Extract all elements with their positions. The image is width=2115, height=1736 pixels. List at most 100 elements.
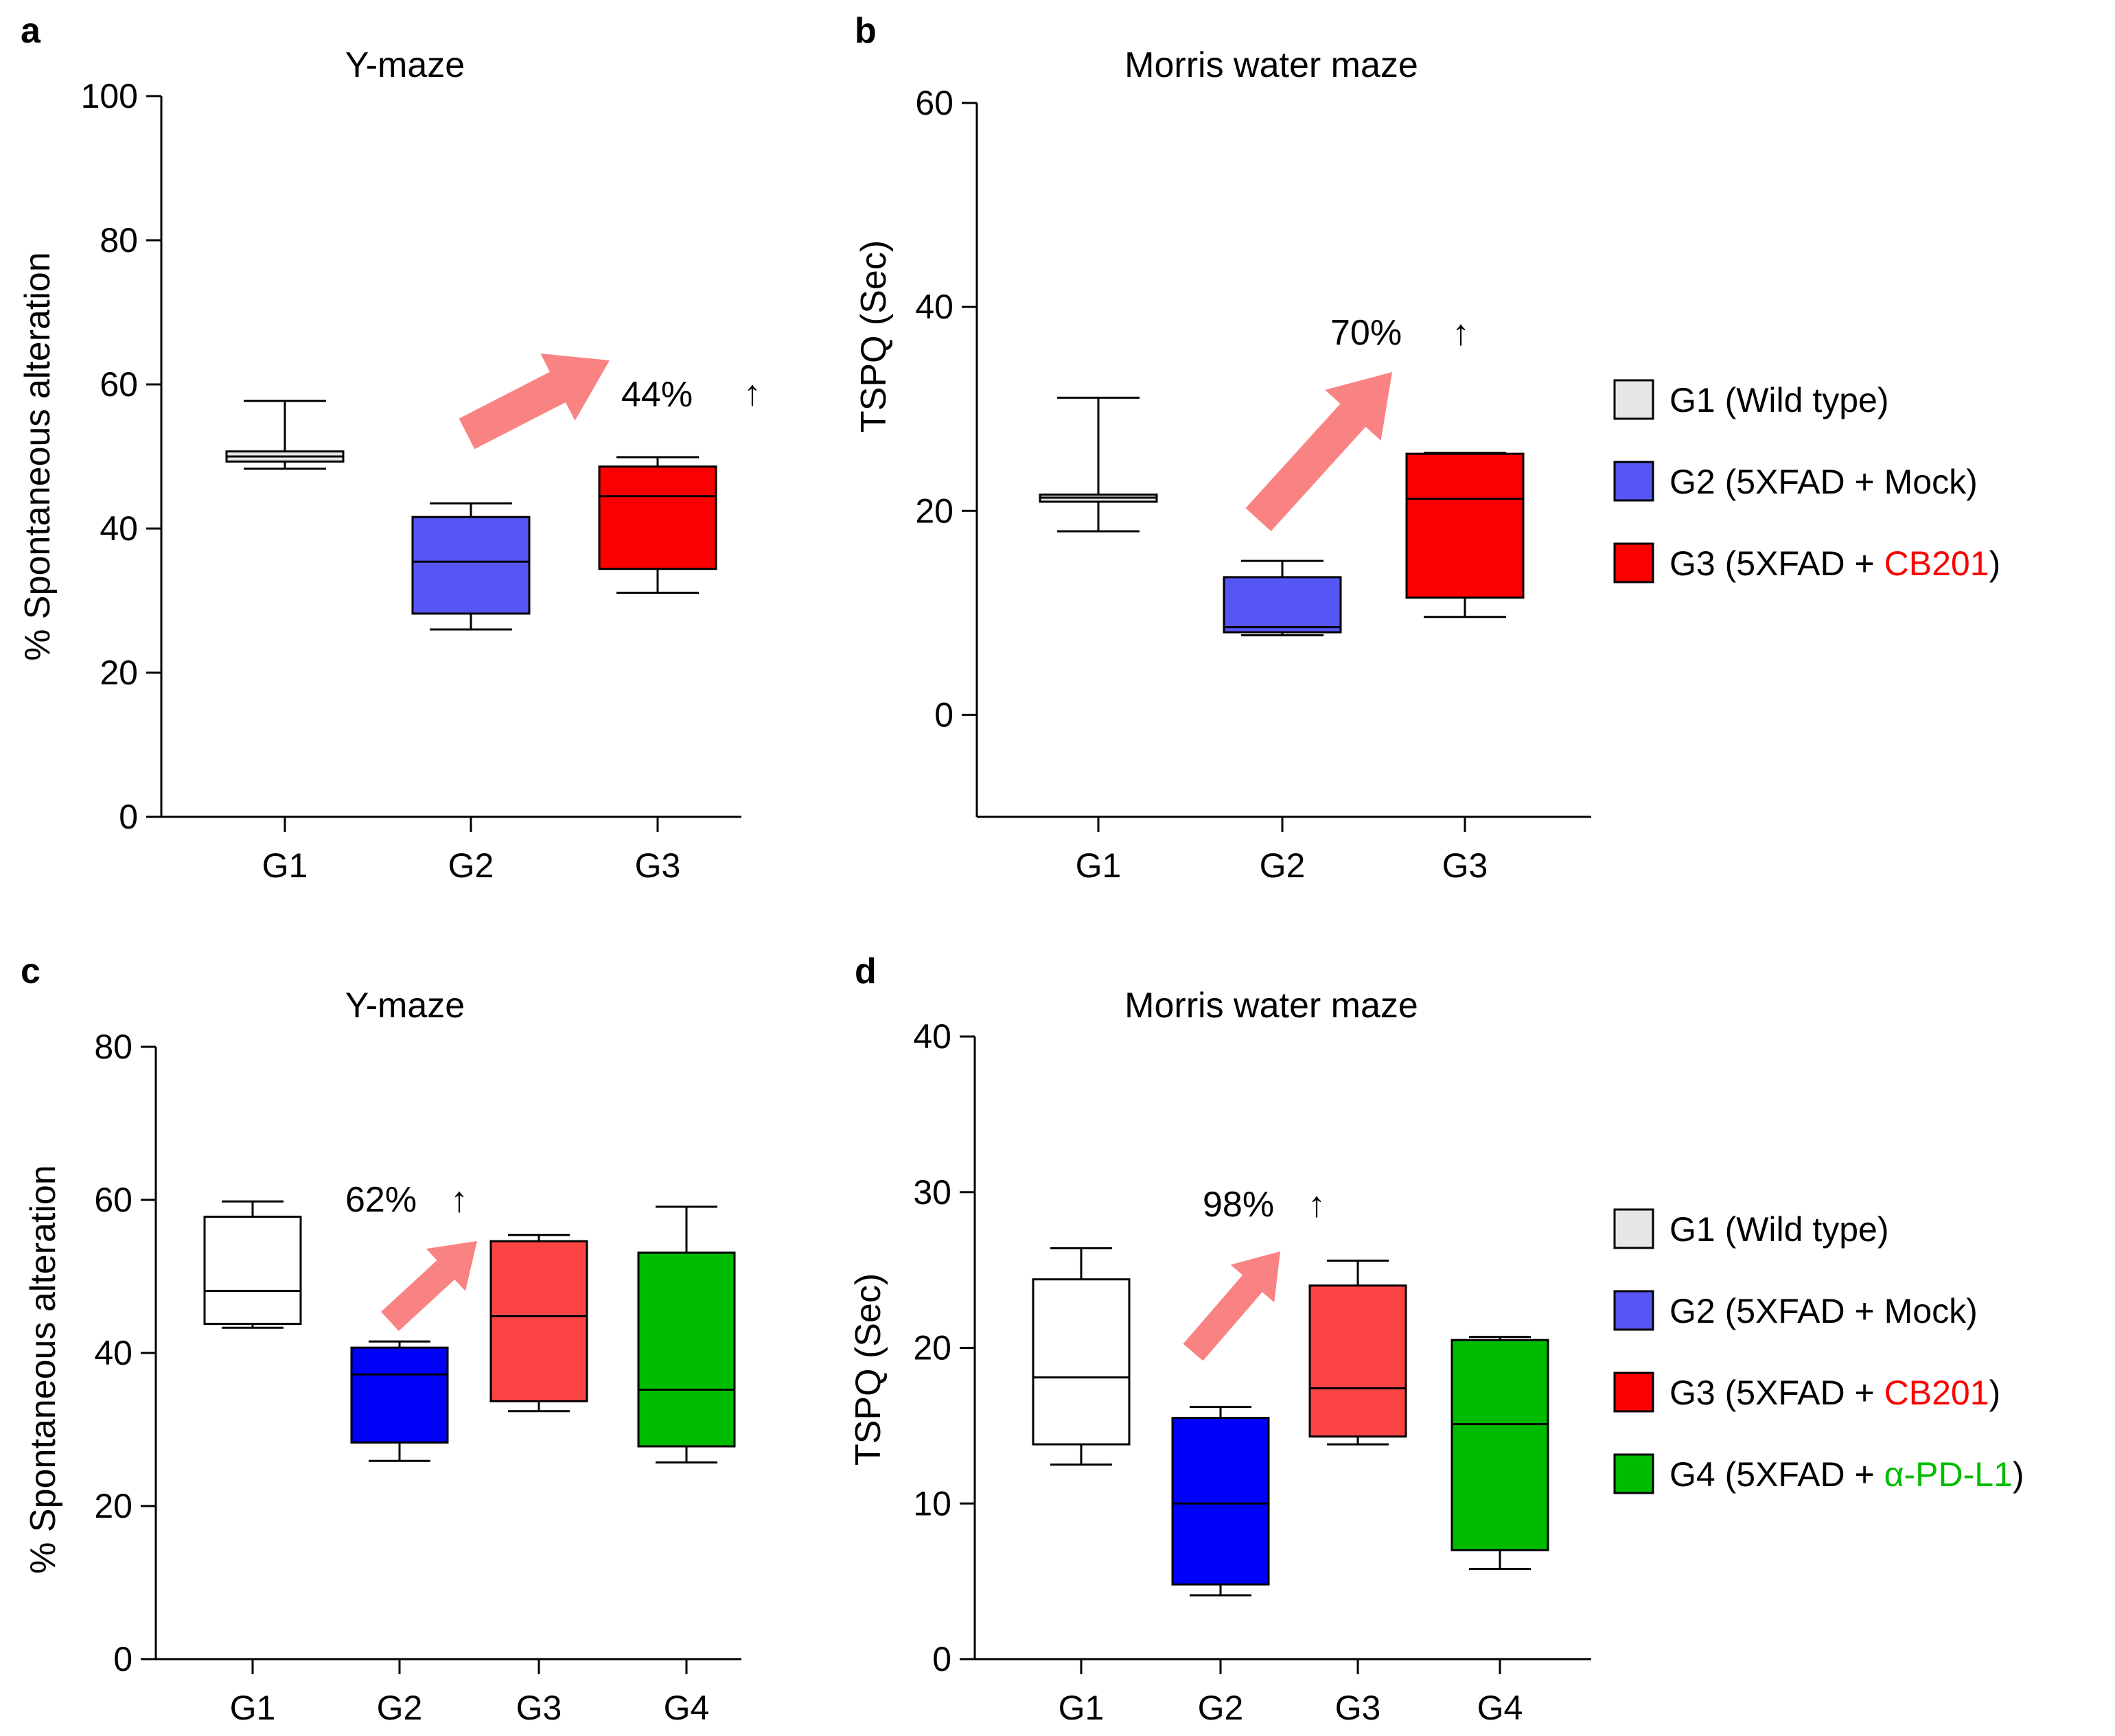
panel-c: c Y-maze % Spontaneous alteration 0 20 40 60 80…: [21, 951, 741, 1727]
legend-swatch: [1613, 379, 1654, 420]
panels: a Y-maze % Spontaneous alteration 0 20 40 60 80…: [18, 11, 1591, 1727]
legend-swatch: [1613, 461, 1654, 502]
legend-label-text: G1 (Wild type): [1669, 381, 1889, 419]
legend-label-highlight: CB201: [1884, 1374, 1989, 1412]
y-tick-label: 0: [932, 1640, 951, 1678]
legend-label-suffix: ): [1989, 1374, 2001, 1412]
panel-letter: b: [855, 11, 877, 51]
trend-arrow-icon: [459, 354, 610, 450]
box-G2: [350, 1340, 449, 1462]
legend-label: G1 (Wild type): [1669, 1210, 1889, 1249]
panel-letter: c: [21, 951, 41, 991]
x-tick-label: G3: [1335, 1689, 1381, 1727]
box-body: [489, 1240, 588, 1402]
box-G1: [203, 1200, 302, 1329]
box-G4: [637, 1205, 736, 1463]
box-G3: [1308, 1260, 1407, 1446]
box-body: [1171, 1417, 1270, 1586]
x-tick-label: G4: [664, 1689, 710, 1727]
legend-label-text: G2 (5XFAD + Mock): [1669, 463, 1978, 501]
chart-title: Morris water maze: [1124, 45, 1418, 85]
box-body: [1223, 576, 1342, 634]
x-tick-label: G2: [448, 846, 494, 885]
chart-title: Y-maze: [345, 45, 465, 85]
legend-top: G1 (Wild type) G2 (5XFAD + Mock) G3 (5XFAD…: [1613, 379, 2001, 583]
y-tick-label: 80: [100, 221, 138, 259]
box-G1: [225, 400, 345, 470]
box-G4: [1451, 1336, 1549, 1570]
legend-swatch: [1613, 1208, 1654, 1249]
box-G1: [1032, 1247, 1131, 1466]
y-tick-label: 20: [100, 653, 138, 692]
y-tick-label: 20: [915, 491, 954, 530]
legend-label: G4 (5XFAD + α-PD-L1): [1669, 1455, 2024, 1494]
box-G1: [1039, 396, 1158, 533]
x-tick-label: G2: [1198, 1689, 1244, 1727]
y-axis-label: % Spontaneous alteration: [23, 1165, 63, 1574]
up-arrow-icon: ↑: [743, 373, 761, 413]
box-body: [1451, 1339, 1549, 1551]
y-tick-label: 20: [913, 1329, 951, 1367]
panel-letter: a: [21, 11, 41, 51]
y-tick-label: 0: [934, 695, 954, 734]
legend-label-highlight: α-PD-L1: [1884, 1455, 2013, 1494]
y-tick-label: 60: [94, 1181, 132, 1219]
y-axis-label: TSPQ (Sec): [848, 1273, 888, 1466]
x-tick-label: G1: [1059, 1689, 1105, 1727]
box-body: [411, 516, 531, 615]
x-tick-label: G1: [230, 1689, 276, 1727]
percent-annotation: 98%: [1203, 1185, 1274, 1225]
box-G3: [598, 456, 717, 594]
box-body: [350, 1346, 449, 1444]
trend-arrow-icon: [1183, 1251, 1280, 1361]
box-body: [1405, 452, 1525, 599]
legend-label: G3 (5XFAD + CB201): [1669, 1374, 2000, 1412]
y-tick-label: 40: [94, 1334, 132, 1372]
chart-title: Y-maze: [345, 986, 465, 1026]
x-tick-label: G1: [1076, 846, 1122, 885]
up-arrow-icon: ↑: [450, 1180, 468, 1220]
x-tick-label: G4: [1477, 1689, 1523, 1727]
legend-swatch: [1613, 1290, 1654, 1331]
percent-annotation: 70%: [1330, 313, 1402, 353]
up-arrow-icon: ↑: [1452, 313, 1470, 353]
x-tick-label: G3: [1442, 846, 1488, 885]
legend-label-suffix: ): [1989, 544, 2001, 583]
y-tick-label: 30: [913, 1173, 951, 1212]
x-tick-label: G1: [262, 846, 308, 885]
y-tick-label: 40: [913, 1017, 951, 1056]
legend-label: G2 (5XFAD + Mock): [1669, 463, 1978, 501]
panel-b: b Morris water maze TSPQ (Sec) 0 20 40 60 G1 G2 G…: [854, 11, 1591, 885]
panel-a: a Y-maze % Spontaneous alteration 0 20 40 60 80…: [18, 11, 761, 885]
percent-annotation: 62%: [345, 1180, 417, 1220]
legend-label-text: G3 (5XFAD +: [1669, 544, 1884, 583]
y-tick-label: 10: [913, 1484, 951, 1523]
legends: G1 (Wild type) G2 (5XFAD + Mock) G3 (5XFAD…: [1613, 379, 2024, 1494]
box-body: [1308, 1284, 1407, 1438]
legend-label: G2 (5XFAD + Mock): [1669, 1292, 1978, 1330]
y-tick-label: 60: [100, 365, 138, 404]
legend-label-text: G2 (5XFAD + Mock): [1669, 1292, 1978, 1330]
y-tick-label: 60: [915, 84, 954, 122]
box-body: [598, 465, 717, 570]
x-tick-label: G2: [1260, 846, 1306, 885]
legend-label-text: G1 (Wild type): [1669, 1210, 1889, 1249]
box-G3: [489, 1234, 588, 1413]
legend-label-text: G3 (5XFAD +: [1669, 1374, 1884, 1412]
trend-arrow-icon: [1245, 372, 1392, 531]
box-G3: [1405, 452, 1525, 618]
y-tick-label: 40: [100, 509, 138, 548]
panel-d: d Morris water maze TSPQ (Sec) 0 10 20 30 40 G1 G…: [848, 951, 1591, 1727]
legend-label: G1 (Wild type): [1669, 381, 1889, 419]
x-tick-label: G3: [635, 846, 681, 885]
legend-swatch: [1613, 542, 1654, 583]
legend-label-text: G4 (5XFAD +: [1669, 1455, 1884, 1494]
percent-annotation: 44%: [621, 375, 693, 415]
box-G2: [1223, 559, 1342, 637]
box-G2: [411, 502, 531, 631]
legend-bottom: G1 (Wild type) G2 (5XFAD + Mock) G3 (5XFAD…: [1613, 1208, 2024, 1494]
y-axis-label: TSPQ (Sec): [854, 240, 894, 432]
legend-swatch: [1613, 1453, 1654, 1494]
y-tick-label: 0: [113, 1640, 132, 1678]
